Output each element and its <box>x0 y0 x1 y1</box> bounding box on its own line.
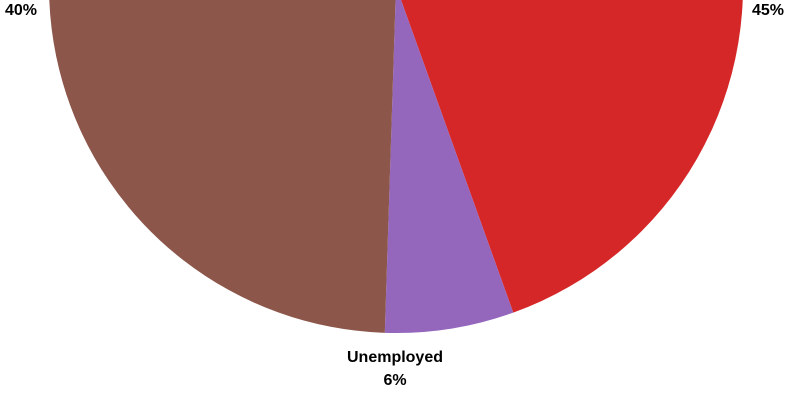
slice-percent-label-2: 40% <box>5 2 37 19</box>
pie-labels: 45% Unemployed 6% 40% <box>5 2 784 389</box>
slice-percent-label-1: 6% <box>383 372 406 389</box>
pie-slice-1 <box>384 0 514 333</box>
slice-percent-label-0: 45% <box>752 2 784 19</box>
pie-slice-2 <box>49 0 396 333</box>
pie-slices <box>49 0 743 333</box>
slice-name-label-1: Unemployed <box>347 349 443 366</box>
pie-slice-0 <box>401 0 743 313</box>
